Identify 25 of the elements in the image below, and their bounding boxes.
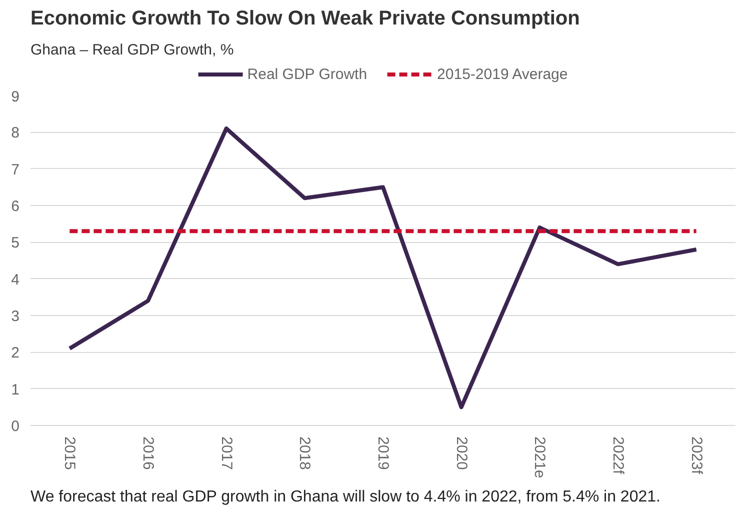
- chart-title: Economic Growth To Slow On Weak Private Consumption: [30, 8, 580, 30]
- x-tick-label: 2018: [296, 436, 314, 470]
- x-tick-label: 2017: [218, 436, 235, 470]
- chart-subtitle: Ghana – Real GDP Growth, %: [30, 42, 234, 58]
- y-tick-label: 5: [11, 234, 20, 252]
- y-tick-label: 6: [11, 198, 20, 215]
- x-tick-label: 2020: [452, 436, 470, 470]
- y-tick-label: 4: [11, 271, 20, 288]
- y-tick-label: 8: [11, 124, 20, 142]
- y-tick-label: 1: [11, 381, 20, 398]
- y-tick-label: 3: [11, 308, 20, 325]
- x-tick-label: 2023f: [688, 436, 705, 475]
- x-tick-label: 2022f: [610, 436, 626, 475]
- x-tick-label: 2019: [374, 436, 392, 470]
- line-series: [68, 126, 698, 410]
- y-tick-label: 2: [11, 344, 20, 362]
- text: We forecast that real GDP growth in Ghana will slow to 4.4% in 2022, from 5.4% in 2021.: [30, 488, 660, 506]
- y-tick-label: 7: [11, 161, 20, 178]
- y-tick-label: 0: [11, 418, 20, 435]
- legend-label: 2015-2019 Average: [437, 66, 568, 82]
- legend-label: Real GDP Growth: [247, 66, 368, 82]
- y-tick-label: 9: [11, 88, 20, 106]
- x-tick-label: 2016: [140, 436, 156, 470]
- x-tick-label: 2021e: [531, 436, 548, 478]
- x-tick-label: 2015: [61, 436, 78, 470]
